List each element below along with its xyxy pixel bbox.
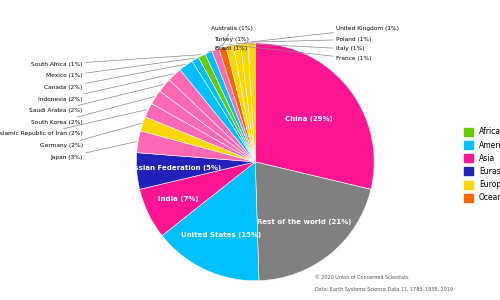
Text: Brazil (1%): Brazil (1%) bbox=[208, 46, 248, 52]
Wedge shape bbox=[219, 47, 256, 162]
Wedge shape bbox=[248, 43, 256, 162]
Wedge shape bbox=[198, 54, 256, 162]
Text: Islamic Republic of Iran (2%): Islamic Republic of Iran (2%) bbox=[0, 110, 147, 136]
Wedge shape bbox=[136, 153, 256, 189]
Text: United States (15%): United States (15%) bbox=[181, 232, 261, 238]
Text: France (1%): France (1%) bbox=[230, 45, 372, 61]
Wedge shape bbox=[256, 162, 371, 281]
Text: Rest of the world (21%): Rest of the world (21%) bbox=[257, 219, 352, 225]
Wedge shape bbox=[226, 45, 256, 162]
Text: Data: Earth Systems Science Data 11, 1783–1838, 2019: Data: Earth Systems Science Data 11, 178… bbox=[315, 287, 453, 292]
Wedge shape bbox=[136, 131, 256, 162]
Wedge shape bbox=[160, 80, 256, 162]
Text: United Kingdom (1%): United Kingdom (1%) bbox=[252, 26, 399, 42]
Text: Japan (3%): Japan (3%) bbox=[50, 141, 137, 160]
Wedge shape bbox=[140, 117, 256, 162]
Wedge shape bbox=[233, 44, 256, 162]
Text: South Korea (2%): South Korea (2%) bbox=[31, 97, 154, 125]
Text: Canada (2%): Canada (2%) bbox=[44, 64, 186, 90]
Wedge shape bbox=[180, 61, 256, 162]
Wedge shape bbox=[192, 57, 256, 162]
Text: Mexico (1%): Mexico (1%) bbox=[46, 58, 195, 79]
Text: Indonesia (2%): Indonesia (2%) bbox=[38, 74, 173, 102]
Text: Australia (1%): Australia (1%) bbox=[210, 26, 252, 46]
Text: © 2020 Union of Concerned Scientists: © 2020 Union of Concerned Scientists bbox=[315, 275, 408, 280]
Wedge shape bbox=[212, 49, 256, 162]
Text: Russian Federation (5%): Russian Federation (5%) bbox=[124, 165, 221, 171]
Wedge shape bbox=[152, 91, 256, 162]
Wedge shape bbox=[240, 43, 256, 162]
Text: Saudi Arabia (2%): Saudi Arabia (2%) bbox=[30, 85, 164, 113]
Wedge shape bbox=[256, 43, 374, 189]
Text: Poland (1%): Poland (1%) bbox=[244, 37, 372, 42]
Text: Turkey (1%): Turkey (1%) bbox=[214, 37, 249, 49]
Text: Italy (1%): Italy (1%) bbox=[236, 43, 364, 51]
Text: South Africa (1%): South Africa (1%) bbox=[32, 55, 201, 67]
Text: Germany (2%): Germany (2%) bbox=[40, 123, 142, 148]
Wedge shape bbox=[140, 162, 256, 236]
Wedge shape bbox=[145, 103, 256, 162]
Text: India (7%): India (7%) bbox=[158, 196, 198, 202]
Wedge shape bbox=[205, 51, 256, 162]
Legend: Africa, Americas, Asia, Eurasia, Europe, Oceania: Africa, Americas, Asia, Eurasia, Europe,… bbox=[464, 128, 500, 202]
Wedge shape bbox=[169, 70, 256, 162]
Text: China (29%): China (29%) bbox=[286, 116, 333, 122]
Wedge shape bbox=[162, 162, 259, 281]
